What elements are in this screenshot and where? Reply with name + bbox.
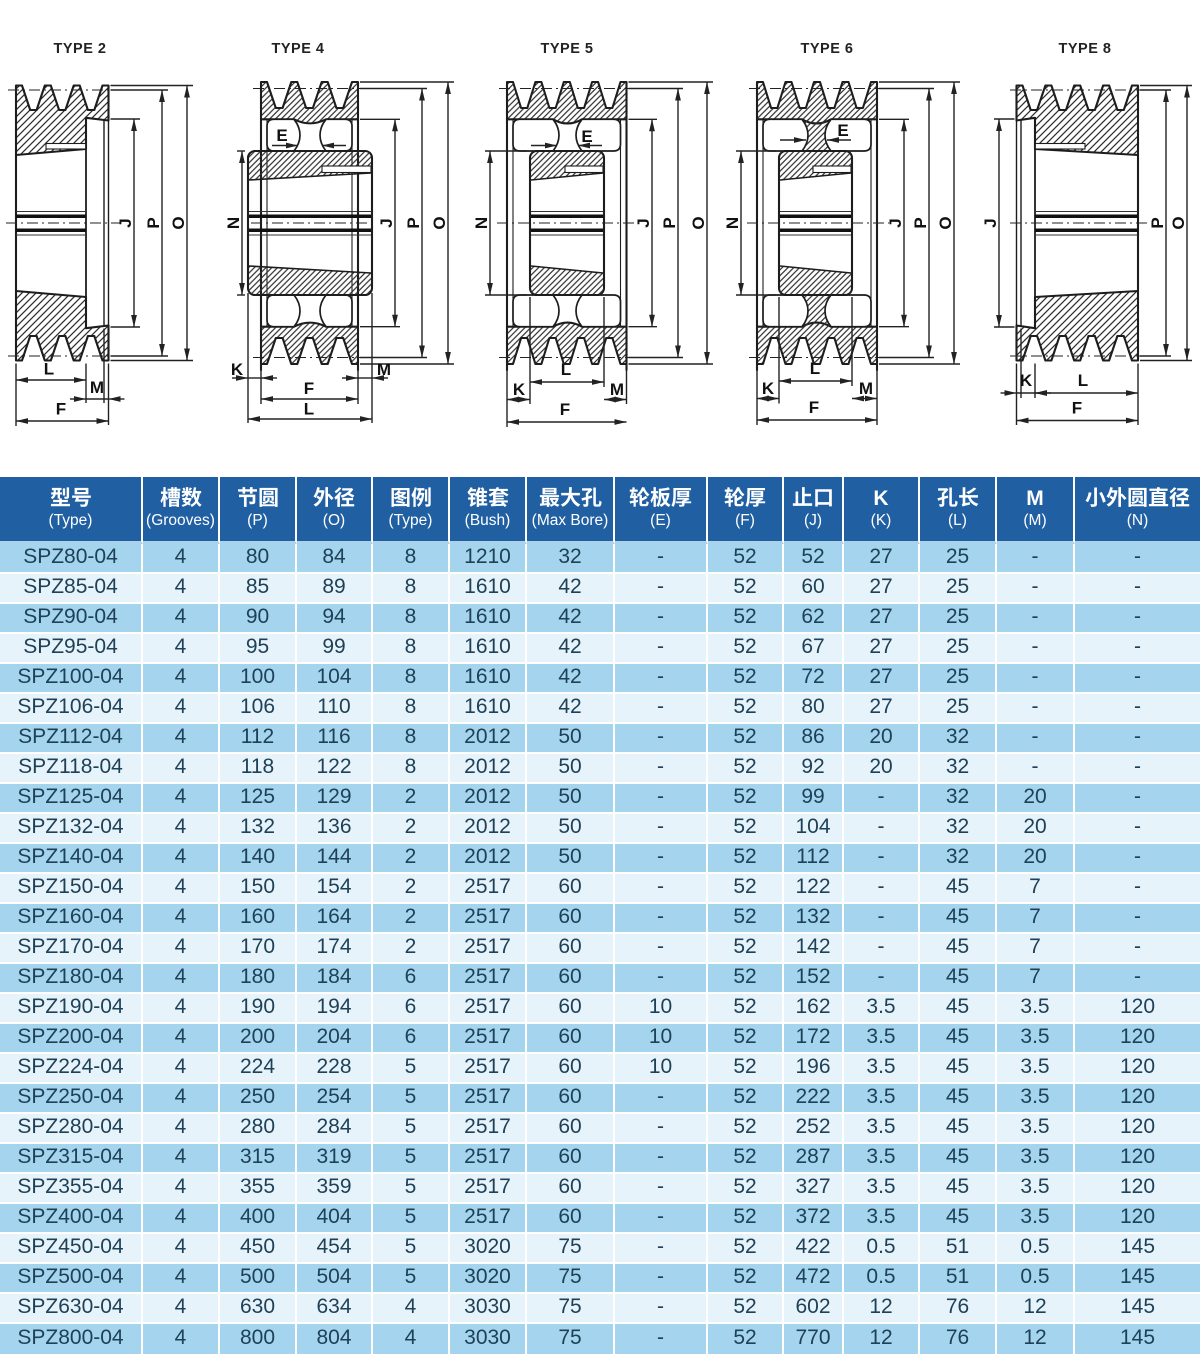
svg-text:J: J <box>886 218 905 227</box>
svg-text:E: E <box>276 126 287 145</box>
svg-text:M: M <box>610 380 624 399</box>
svg-text:TYPE 4: TYPE 4 <box>272 41 325 57</box>
svg-text:F: F <box>809 398 819 417</box>
svg-text:E: E <box>581 127 592 146</box>
svg-text:K: K <box>762 379 775 398</box>
svg-text:M: M <box>377 360 391 379</box>
svg-text:K: K <box>231 360 244 379</box>
svg-text:F: F <box>560 400 570 419</box>
svg-text:J: J <box>116 218 135 227</box>
svg-text:N: N <box>224 217 243 229</box>
svg-text:F: F <box>56 400 66 419</box>
svg-text:M: M <box>90 378 104 397</box>
svg-text:L: L <box>1078 371 1088 390</box>
svg-text:M: M <box>859 379 873 398</box>
svg-text:L: L <box>44 360 54 379</box>
svg-text:N: N <box>723 217 742 229</box>
svg-text:F: F <box>304 379 314 398</box>
svg-text:O: O <box>169 216 188 229</box>
svg-text:P: P <box>911 217 930 228</box>
svg-text:TYPE 5: TYPE 5 <box>541 41 594 57</box>
svg-text:J: J <box>377 218 396 227</box>
svg-text:J: J <box>981 218 1000 227</box>
svg-text:L: L <box>810 359 820 378</box>
svg-text:P: P <box>660 217 679 228</box>
svg-text:L: L <box>304 400 314 419</box>
svg-text:O: O <box>689 216 708 229</box>
svg-text:O: O <box>936 216 955 229</box>
svg-text:O: O <box>1169 216 1188 229</box>
svg-text:N: N <box>472 217 491 229</box>
svg-text:P: P <box>404 217 423 228</box>
svg-text:F: F <box>1072 399 1082 418</box>
svg-text:K: K <box>1020 371 1033 390</box>
svg-text:TYPE 6: TYPE 6 <box>801 41 854 57</box>
svg-text:TYPE 2: TYPE 2 <box>54 41 107 57</box>
svg-text:L: L <box>561 360 571 379</box>
svg-text:O: O <box>430 216 449 229</box>
svg-text:E: E <box>837 121 848 140</box>
svg-text:P: P <box>144 217 163 228</box>
svg-text:K: K <box>513 380 526 399</box>
svg-text:TYPE 8: TYPE 8 <box>1059 41 1112 57</box>
svg-text:J: J <box>634 218 653 227</box>
svg-text:P: P <box>1148 217 1167 228</box>
